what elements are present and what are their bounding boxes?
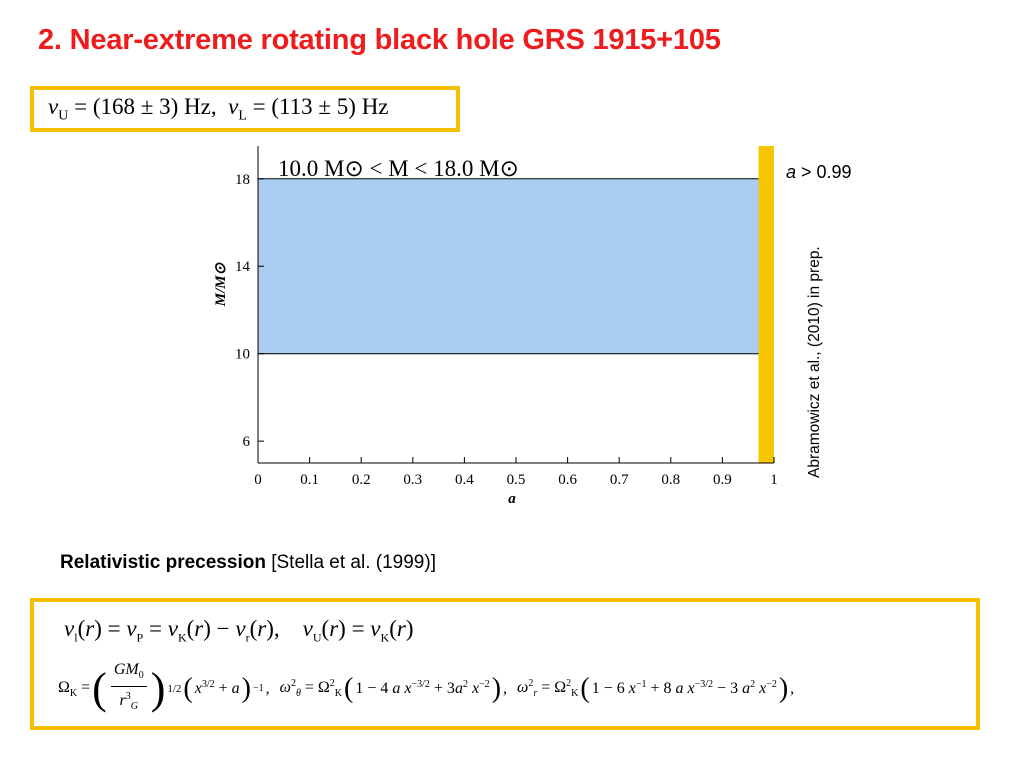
nu-upper-value: (168 ± 3) Hz [92,93,211,119]
x-tick-label: 0.3 [403,472,422,488]
x-tick-label: 0.6 [558,472,577,488]
frequency-relations: νl(r) = νP = νK(r) − νr(r), νU(r) = νK(r… [64,616,414,645]
x-tick-label: 0.9 [713,472,732,488]
spin-range-band [758,146,774,463]
y-tick-label: 6 [243,434,251,450]
epicyclic-frequencies: ΩK = ( GM0 r3G ) 1/2 (x3/2 + a) −1, ω2θ = Ω… [58,661,795,713]
mass-spin-chart: 0 0.1 0.2 0.3 0.4 0.5 0.6 0.7 0.8 0.9 1 6 10 14 18 a M/M… [213,146,778,507]
subheading-citation: [Stella et al. (1999)] [265,552,436,573]
x-tick-label: 1 [770,472,778,488]
x-tick-label: 0.7 [610,472,629,488]
x-tick-label: 0.8 [661,472,680,488]
frequency-equation: νU = (168 ± 3) Hz, νL = (113 ± 5) Hz [48,93,389,124]
x-tick-label: 0.4 [455,472,474,488]
spin-annotation-text: > 0.99 [796,162,852,182]
mass-range-label: 10.0 M⊙ < M < 18.0 M⊙ [278,156,519,181]
y-tick-label: 10 [235,347,250,363]
subheading-bold: Relativistic precession [60,552,266,573]
reference-label: Abramowicz et al., (2010) in prep. [806,246,823,478]
spin-annotation: a > 0.99 [786,162,852,183]
mass-range-band [258,178,774,354]
x-tick-label: 0.1 [300,472,319,488]
x-tick-label: 0.2 [352,472,371,488]
frequency-box: νU = (168 ± 3) Hz, νL = (113 ± 5) Hz [30,86,460,132]
spin-variable: a [786,162,797,182]
x-axis-label: a [508,491,516,507]
equations-box: νl(r) = νP = νK(r) − νr(r), νU(r) = νK(r… [30,598,980,730]
subheading: Relativistic precession [Stella et al. (… [60,552,436,574]
nu-lower-value: (113 ± 5) Hz [271,93,389,119]
x-tick-label: 0.5 [507,472,526,488]
y-tick-label: 18 [235,172,250,188]
y-tick-label: 14 [235,259,251,275]
x-tick-label: 0 [254,472,262,488]
slide-title: 2. Near-extreme rotating black hole GRS … [38,24,721,56]
y-axis-label: M/M⊙ [213,262,229,307]
